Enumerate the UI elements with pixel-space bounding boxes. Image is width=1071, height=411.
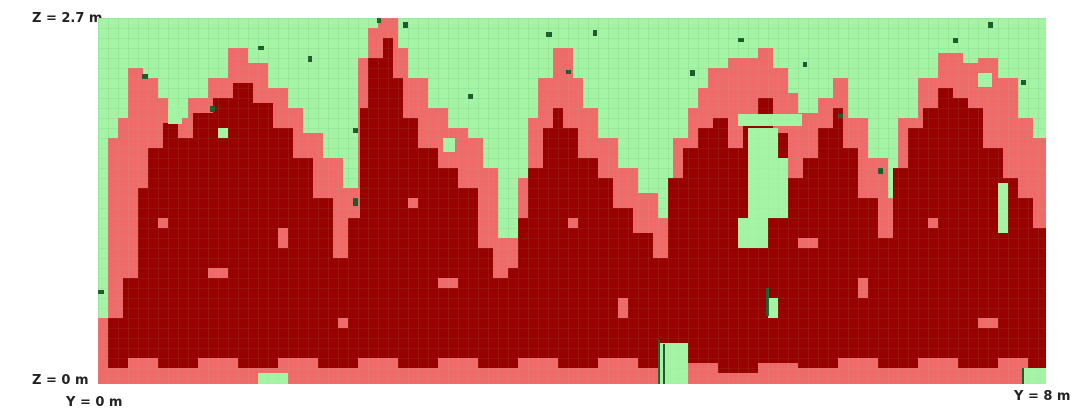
axis-label-y-end: Y = 8 m xyxy=(1014,389,1071,404)
voxel-occupancy-plot xyxy=(98,18,1046,384)
axis-label-z-top: Z = 2.7 m xyxy=(32,11,103,26)
axis-label-z-bottom: Z = 0 m xyxy=(32,373,89,388)
axis-label-y-start: Y = 0 m xyxy=(66,395,123,410)
grid-overlay-front xyxy=(98,18,1046,384)
